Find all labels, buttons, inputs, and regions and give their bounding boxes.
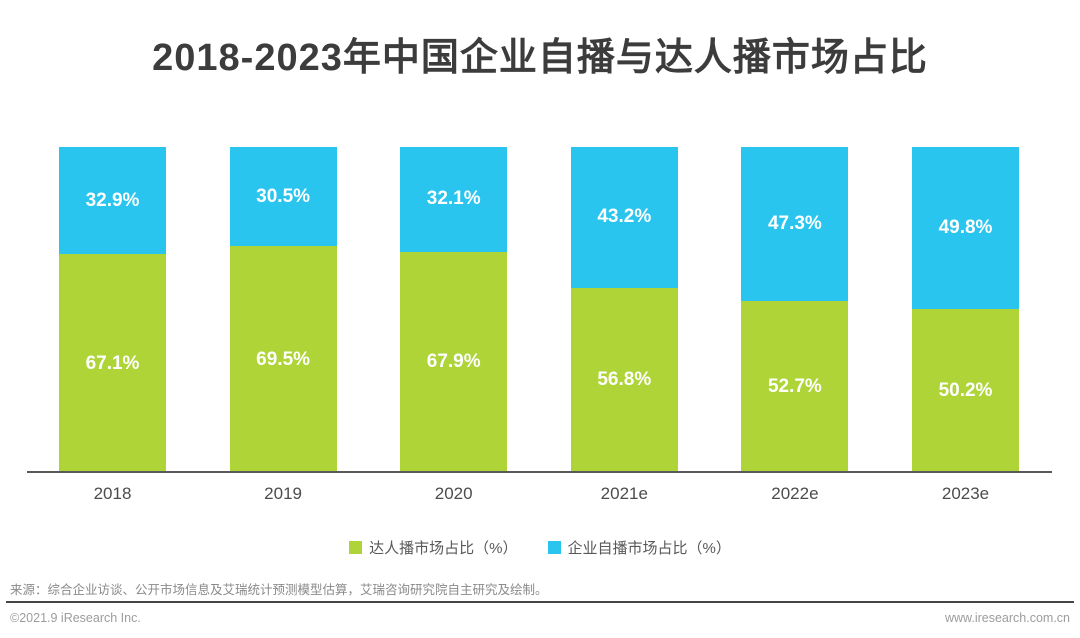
x-axis-label-2020: 2020 (434, 484, 473, 503)
footer-divider (6, 601, 1074, 603)
footer: ©2021.9 iResearch Inc. www.iresearch.com… (10, 611, 1070, 625)
legend-swatch-icon (349, 541, 363, 554)
segment-value-label: 67.1% (85, 352, 140, 374)
segment-value-label: 56.8% (597, 369, 652, 391)
x-axis-line (27, 471, 1052, 473)
segment-kol-2023e: 50.2% (912, 309, 1019, 473)
segment-kol-2018: 67.1% (59, 254, 166, 473)
segment-value-label: 69.5% (256, 348, 311, 370)
bar-2021e: 43.2% 56.8% (570, 147, 678, 473)
bar-2022e: 47.3% 52.7% (741, 147, 849, 473)
website-link[interactable]: www.iresearch.com.cn (944, 611, 1070, 625)
source-note: 来源：综合企业访谈、公开市场信息及艾瑞统计预测模型估算，艾瑞咨询研究院自主研究及… (10, 583, 548, 597)
segment-enterprise-2020: 32.1% (400, 147, 508, 252)
legend-item-kol: 达人播市场占比（%） (349, 537, 518, 558)
chart-legend: 达人播市场占比（%） 企业自播市场占比（%） (0, 537, 1080, 558)
segment-value-label: 50.2% (938, 380, 993, 402)
x-axis-label-2019: 2019 (264, 484, 302, 503)
segment-enterprise-2021e: 43.2% (570, 147, 678, 288)
x-axis-labels: 2018 2019 2020 2021e 2022e 2023e (0, 484, 1080, 508)
segment-value-label: 52.7% (767, 376, 822, 398)
x-axis-label-2022e: 2022e (771, 484, 819, 503)
x-axis-label-2021e: 2021e (600, 484, 648, 503)
bar-2020: 32.1% 67.9% (400, 147, 508, 473)
bar-2023e: 49.8% 50.2% (912, 147, 1019, 473)
segment-value-label: 67.9% (426, 351, 481, 373)
segment-enterprise-2018: 32.9% (59, 147, 166, 255)
copyright-text: ©2021.9 iResearch Inc. (10, 611, 141, 625)
segment-enterprise-2019: 30.5% (229, 147, 337, 247)
x-axis-label-2018: 2018 (93, 484, 132, 503)
legend-label: 企业自播市场占比（%） (567, 540, 731, 557)
segment-value-label: 32.9% (85, 189, 140, 211)
x-axis-label-2023e: 2023e (941, 484, 990, 503)
segment-value-label: 43.2% (597, 206, 652, 228)
bar-2018: 32.9% 67.1% (59, 147, 166, 473)
segment-kol-2020: 67.9% (400, 251, 508, 473)
bar-2019: 30.5% 69.5% (229, 147, 337, 473)
chart-title: 2018-2023年中国企业自播与达人播市场占比 (152, 37, 928, 79)
segment-enterprise-2022e: 47.3% (741, 147, 849, 302)
segment-value-label: 30.5% (256, 185, 311, 207)
segment-value-label: 47.3% (767, 213, 822, 235)
legend-item-enterprise: 企业自播市场占比（%） (547, 537, 731, 558)
segment-kol-2019: 69.5% (229, 246, 337, 473)
legend-swatch-icon (547, 541, 561, 554)
segment-enterprise-2023e: 49.8% (912, 147, 1019, 310)
segment-kol-2021e: 56.8% (570, 287, 678, 473)
segment-value-label: 49.8% (938, 217, 993, 239)
stacked-bar-chart: 32.9% 67.1% 30.5% 69.5% 32.1% 67.9% 43.2% 56.8%… (0, 147, 1080, 473)
segment-value-label: 32.1% (426, 188, 481, 210)
segment-kol-2022e: 52.7% (741, 301, 849, 473)
legend-label: 达人播市场占比（%） (369, 540, 518, 557)
